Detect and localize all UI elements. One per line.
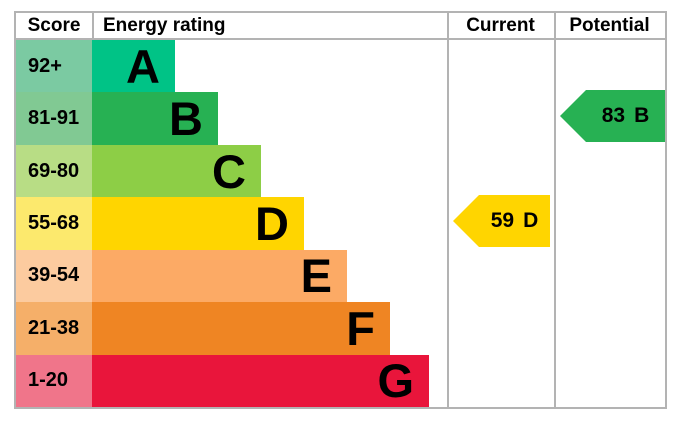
band-row-d: 55-68 D <box>16 196 447 250</box>
score-range-f: 21-38 <box>16 302 92 355</box>
header-row: Score Energy rating Current Potential <box>16 13 665 40</box>
current-rating-arrow: 59 D <box>453 195 550 247</box>
score-range-a: 92+ <box>16 40 92 93</box>
rating-bands: 92+ A 81-91 B 69-80 C 55-68 <box>16 40 447 407</box>
band-row-e: 39-54 E <box>16 249 447 303</box>
potential-rating-arrow: 83 B <box>560 90 665 142</box>
rating-letter-g: G <box>377 354 414 408</box>
current-score: 59 <box>490 209 515 232</box>
header-divider-score-energy <box>92 13 94 38</box>
rating-bar-b: B <box>92 92 218 146</box>
band-row-f: 21-38 F <box>16 301 447 355</box>
band-row-a: 92+ A <box>16 39 447 93</box>
rating-letter-e: E <box>300 249 332 303</box>
rating-letter-d: D <box>255 196 289 250</box>
header-potential: Potential <box>569 15 650 36</box>
score-range-c: 69-80 <box>16 144 92 198</box>
rating-bar-a: A <box>92 39 175 93</box>
rating-bar-f: F <box>92 301 390 355</box>
header-score: Score <box>27 15 81 36</box>
score-range-b: 81-91 <box>16 92 92 145</box>
potential-letter: B <box>634 104 650 127</box>
potential-score: 83 <box>601 104 626 127</box>
rating-letter-a: A <box>126 39 160 93</box>
chart-frame: Score Energy rating Current Potential 92… <box>14 11 667 409</box>
band-row-c: 69-80 C <box>16 144 447 198</box>
rating-bar-d: D <box>92 196 304 250</box>
rating-letter-c: C <box>212 144 246 198</box>
rating-letter-b: B <box>169 92 203 146</box>
header-current: Current <box>466 15 535 36</box>
rating-bar-c: C <box>92 144 261 198</box>
score-range-e: 39-54 <box>16 249 92 303</box>
header-energy-rating: Energy rating <box>103 15 226 36</box>
rating-bar-e: E <box>92 249 347 303</box>
divider-current-potential <box>554 13 556 407</box>
band-row-g: 1-20 G <box>16 354 447 408</box>
rating-letter-f: F <box>346 301 375 355</box>
score-range-d: 55-68 <box>16 197 92 250</box>
current-letter: D <box>523 209 539 232</box>
divider-energy-current <box>447 13 449 407</box>
band-row-b: 81-91 B <box>16 92 447 146</box>
rating-bar-g: G <box>92 354 429 408</box>
score-range-g: 1-20 <box>16 354 92 407</box>
